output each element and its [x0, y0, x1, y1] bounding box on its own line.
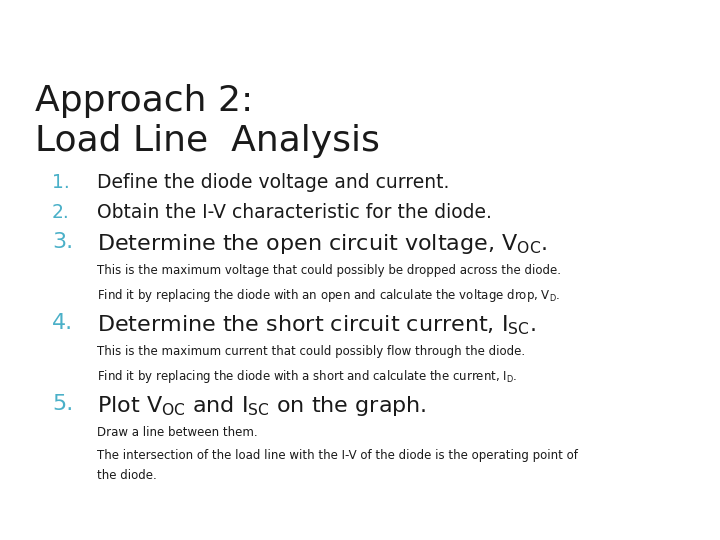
Text: This is the maximum voltage that could possibly be dropped across the diode.: This is the maximum voltage that could p…: [97, 264, 561, 276]
Text: Determine the short circuit current, $\mathregular{I_{SC}}$.: Determine the short circuit current, $\m…: [97, 313, 536, 337]
Text: the diode.: the diode.: [97, 469, 157, 482]
Text: Find it by replacing the diode with a short and calculate the current, $\mathreg: Find it by replacing the diode with a sh…: [97, 368, 518, 385]
Text: The intersection of the load line with the I-V of the diode is the operating poi: The intersection of the load line with t…: [97, 449, 578, 462]
Text: 4.: 4.: [52, 313, 73, 333]
Text: 2.: 2.: [52, 202, 70, 221]
Text: 5.: 5.: [52, 394, 73, 414]
Text: This is the maximum current that could possibly flow through the diode.: This is the maximum current that could p…: [97, 345, 526, 357]
Text: 1.: 1.: [52, 173, 70, 192]
Text: Load Line  Analysis: Load Line Analysis: [35, 124, 379, 158]
Text: Draw a line between them.: Draw a line between them.: [97, 426, 258, 438]
Text: Approach 2:: Approach 2:: [35, 84, 253, 118]
Text: Plot $\mathregular{V_{OC}}$ and $\mathregular{I_{SC}}$ on the graph.: Plot $\mathregular{V_{OC}}$ and $\mathre…: [97, 394, 427, 418]
Text: Determine the open circuit voltage, $\mathregular{V_{OC}}$.: Determine the open circuit voltage, $\ma…: [97, 232, 547, 256]
Text: Find it by replacing the diode with an open and calculate the voltage drop, $\ma: Find it by replacing the diode with an o…: [97, 287, 561, 304]
Text: 3.: 3.: [52, 232, 73, 252]
Text: Obtain the I-V characteristic for the diode.: Obtain the I-V characteristic for the di…: [97, 202, 492, 221]
Text: Define the diode voltage and current.: Define the diode voltage and current.: [97, 173, 449, 192]
